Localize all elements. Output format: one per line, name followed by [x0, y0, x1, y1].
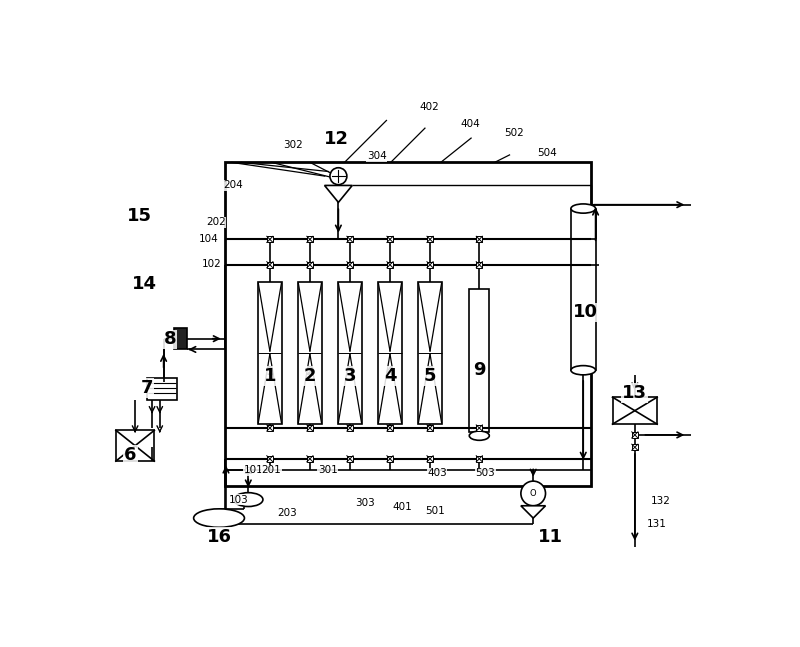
Text: 301: 301	[318, 465, 338, 476]
Text: 101: 101	[244, 465, 263, 476]
Bar	[266, 425, 273, 431]
Bar	[427, 261, 433, 268]
Bar	[571, 208, 595, 370]
Bar	[613, 397, 657, 424]
Text: 2: 2	[306, 366, 314, 378]
Text: 8: 8	[163, 331, 176, 349]
Ellipse shape	[571, 204, 595, 213]
Text: 10: 10	[573, 303, 598, 322]
Bar	[470, 289, 490, 432]
Bar	[476, 261, 482, 268]
Text: 502: 502	[504, 128, 524, 138]
Text: 6: 6	[124, 446, 137, 464]
Polygon shape	[325, 186, 352, 203]
Text: 3: 3	[344, 367, 356, 386]
Bar	[347, 236, 353, 243]
Text: 102: 102	[202, 259, 222, 269]
Ellipse shape	[234, 492, 263, 507]
Circle shape	[521, 481, 546, 506]
Text: 404: 404	[460, 119, 480, 129]
Bar	[476, 236, 482, 243]
Text: 16: 16	[206, 527, 231, 545]
Bar	[427, 455, 433, 462]
Bar	[226, 162, 591, 486]
Text: 302: 302	[283, 140, 303, 150]
Bar	[476, 455, 482, 462]
Text: 132: 132	[650, 496, 670, 506]
Ellipse shape	[470, 431, 490, 441]
Text: 103: 103	[229, 494, 249, 505]
Ellipse shape	[194, 509, 245, 527]
Text: 104: 104	[198, 234, 218, 245]
Text: 1: 1	[264, 367, 276, 386]
Text: 1: 1	[266, 366, 274, 378]
Bar	[427, 425, 433, 431]
Text: 303: 303	[355, 498, 375, 509]
Bar	[116, 430, 154, 461]
Text: O: O	[530, 489, 537, 498]
Bar	[387, 455, 393, 462]
Bar	[387, 425, 393, 431]
Text: 15: 15	[126, 207, 151, 225]
Bar	[338, 281, 362, 424]
Bar	[266, 455, 273, 462]
Text: 501: 501	[425, 506, 445, 516]
Text: 201: 201	[262, 465, 282, 476]
Text: 401: 401	[393, 502, 412, 512]
Bar	[378, 281, 402, 424]
Text: 14: 14	[132, 275, 157, 293]
Text: 131: 131	[646, 520, 666, 529]
Text: 12: 12	[323, 130, 349, 148]
Bar	[258, 281, 282, 424]
Text: 9: 9	[475, 366, 484, 378]
Bar	[174, 328, 187, 349]
Text: 4: 4	[386, 366, 394, 378]
Bar	[347, 261, 353, 268]
Bar	[387, 261, 393, 268]
Text: 402: 402	[419, 102, 439, 112]
Bar	[347, 425, 353, 431]
Bar	[307, 455, 313, 462]
Text: 4: 4	[384, 367, 396, 386]
Text: 204: 204	[223, 181, 242, 190]
Text: 5: 5	[426, 366, 434, 378]
Ellipse shape	[571, 366, 595, 375]
Text: 203: 203	[277, 508, 297, 518]
Bar	[632, 444, 638, 450]
Text: 202: 202	[206, 217, 226, 227]
Bar	[307, 261, 313, 268]
Bar	[298, 281, 322, 424]
Bar	[266, 236, 273, 243]
Text: 403: 403	[427, 468, 447, 478]
Bar	[427, 236, 433, 243]
Text: 503: 503	[475, 468, 495, 478]
Bar	[476, 425, 482, 431]
Text: 3: 3	[346, 366, 354, 378]
Text: 7: 7	[141, 379, 153, 397]
Polygon shape	[521, 506, 546, 518]
Bar	[246, 467, 251, 474]
Bar	[307, 236, 313, 243]
Text: 11: 11	[538, 529, 562, 546]
Text: 304: 304	[367, 151, 386, 161]
Bar	[146, 378, 178, 399]
Text: 2: 2	[304, 367, 316, 386]
Text: 5: 5	[424, 367, 436, 386]
Bar	[347, 455, 353, 462]
Text: 9: 9	[473, 361, 486, 379]
Text: 504: 504	[537, 148, 557, 158]
Bar	[632, 432, 638, 438]
Bar	[387, 236, 393, 243]
Bar	[307, 425, 313, 431]
Bar	[266, 261, 273, 268]
Bar	[418, 281, 442, 424]
Text: 13: 13	[622, 384, 647, 402]
Circle shape	[330, 168, 347, 184]
